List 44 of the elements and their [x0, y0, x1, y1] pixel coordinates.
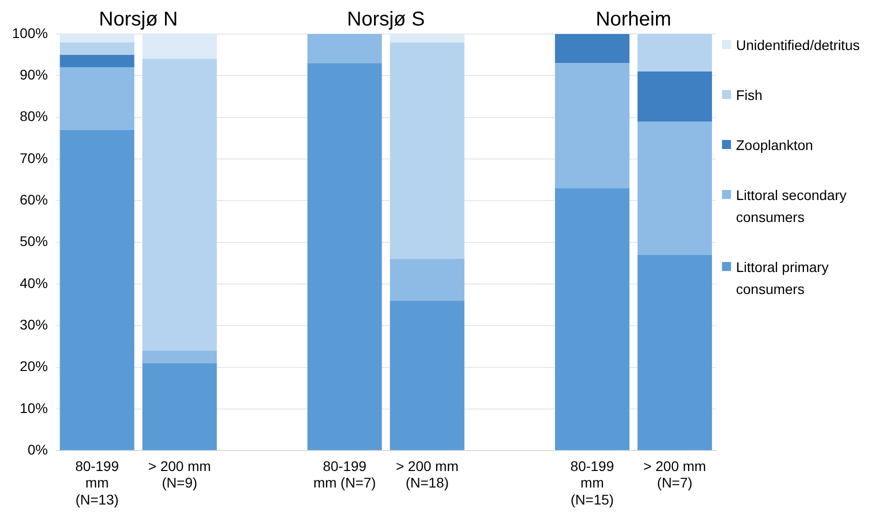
bar: [390, 300, 464, 450]
bar: [638, 121, 712, 255]
legend-label: Zooplankton: [736, 136, 814, 155]
text: Norheim: [596, 8, 672, 31]
bar: [638, 254, 712, 450]
bar: [142, 58, 217, 351]
bar: [554, 63, 630, 188]
x-tick-label: > 200 mm (N=9): [148, 458, 211, 491]
y-tick-label: 80%: [20, 108, 48, 124]
bar: [142, 350, 217, 364]
bar: [307, 63, 382, 450]
bar: [60, 54, 134, 68]
bar: [638, 34, 712, 72]
text: Norsjø S: [347, 8, 425, 31]
y-tick-label: 50%: [20, 233, 48, 250]
y-tick-label: 20%: [20, 358, 48, 374]
y-tick-label: 100%: [12, 24, 48, 41]
y-tick-label: 30%: [20, 316, 48, 332]
legend-label: Littoral primary consumers: [736, 258, 830, 299]
text: Norsjø N: [98, 8, 178, 31]
y-tick-label: 10%: [20, 400, 48, 416]
x-tick-label: 80-199 mm (N=15): [570, 458, 614, 508]
legend-label: Fish: [736, 86, 762, 105]
bar: [60, 130, 134, 450]
bar: [390, 42, 464, 259]
bar: [554, 188, 630, 450]
y-tick-label: 0%: [28, 441, 48, 458]
bar: [60, 42, 134, 55]
x-tick-label: 80-199 mm (N=13): [75, 458, 120, 508]
bar: [307, 34, 382, 64]
bar: [554, 34, 630, 64]
legend-label: Unidentified/detritus: [736, 36, 860, 55]
y-tick-label: 90%: [20, 66, 48, 83]
bar: [142, 363, 217, 450]
legend-label: Littoral secondary consumers: [736, 186, 848, 227]
x-tick-label: > 200 mm (N=7): [643, 458, 706, 491]
y-tick-label: 70%: [20, 150, 48, 166]
bar: [390, 258, 464, 301]
x-tick-label: > 200 mm (N=18): [396, 458, 458, 491]
y-tick-label: 60%: [20, 192, 48, 208]
x-tick-label: 80-199 mm (N=7): [313, 458, 376, 491]
bar: [638, 71, 712, 122]
y-tick-label: 40%: [20, 274, 48, 291]
bar: [60, 67, 134, 130]
